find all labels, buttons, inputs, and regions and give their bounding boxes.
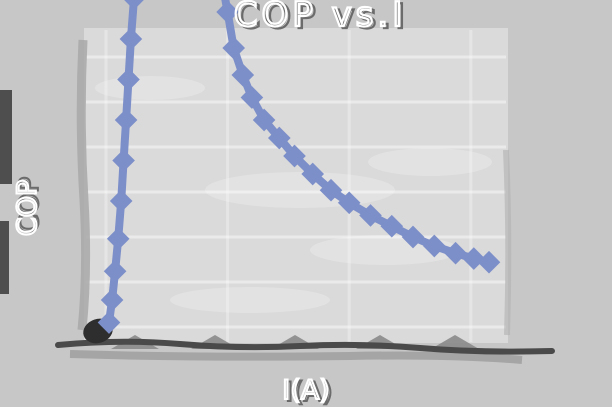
highlight-blob bbox=[170, 287, 330, 313]
spine-bump bbox=[431, 335, 479, 349]
plot-area bbox=[84, 28, 508, 343]
axis-spines bbox=[0, 39, 555, 364]
bottom-spine-shadow bbox=[69, 350, 523, 364]
x-axis-label: I(A) bbox=[282, 375, 330, 406]
highlight-blob bbox=[95, 76, 205, 100]
chart-title: COP vs.I bbox=[234, 0, 406, 35]
data-point-marker bbox=[114, 108, 138, 132]
highlight-blob bbox=[205, 172, 395, 208]
highlight-blob bbox=[368, 148, 492, 176]
left-edge-stroke bbox=[0, 221, 9, 294]
gridlines bbox=[86, 30, 506, 342]
left-spine bbox=[76, 39, 91, 331]
y-axis-label: COP bbox=[12, 180, 43, 236]
left-edge-stroke bbox=[0, 90, 12, 184]
bottom-spine bbox=[55, 338, 555, 355]
right-spine bbox=[503, 149, 512, 336]
